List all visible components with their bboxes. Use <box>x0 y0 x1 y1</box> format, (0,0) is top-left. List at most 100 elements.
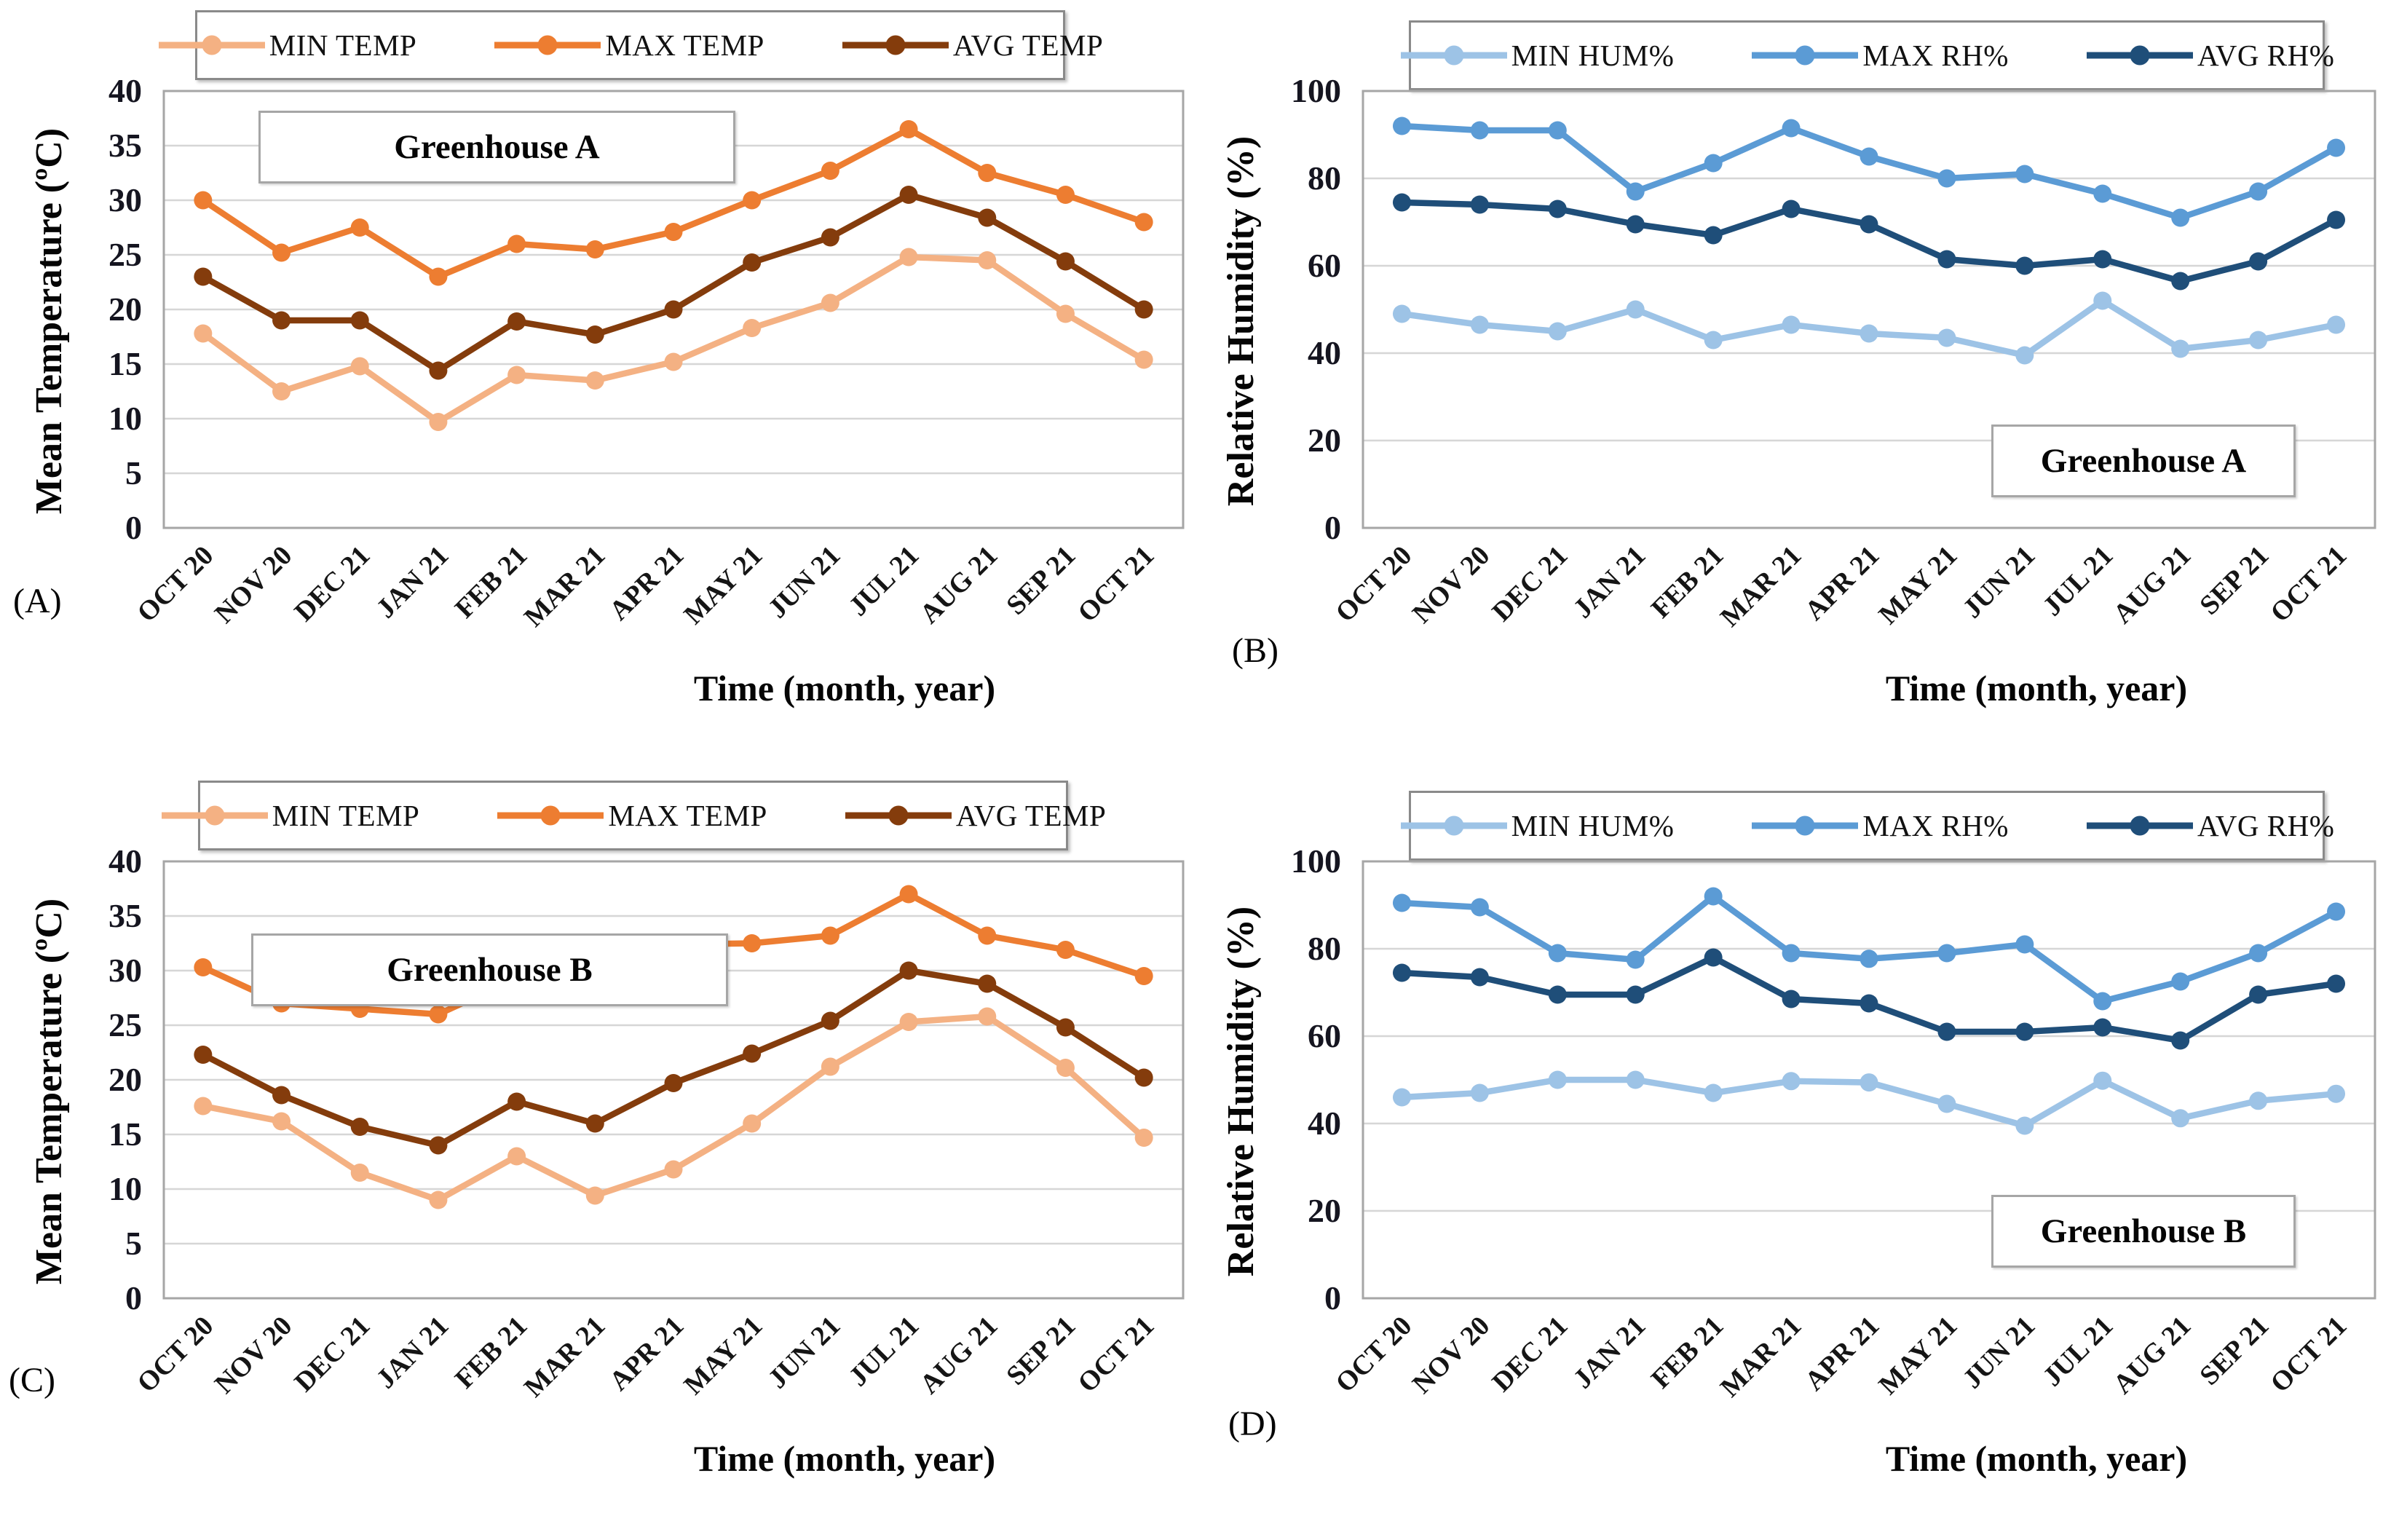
x-axis-title: Time (month, year) <box>1885 668 2188 708</box>
data-point-avg-temp <box>664 300 683 319</box>
data-point-max-temp <box>899 120 918 138</box>
data-point-avg-temp <box>585 1114 604 1133</box>
data-point-min-hum <box>1782 315 1801 334</box>
data-point-min-temp <box>272 1112 291 1131</box>
data-point-avg-temp <box>1134 300 1153 319</box>
data-point-min-hum <box>2093 291 2112 310</box>
data-point-min-temp <box>1056 1059 1075 1077</box>
data-point-avg-rh <box>1782 990 1801 1008</box>
y-tick-label: 15 <box>108 345 142 382</box>
legend: MIN HUM% MAX RH% AVG RH% <box>1400 791 2334 861</box>
data-point-avg-temp <box>899 961 918 980</box>
data-point-avg-temp <box>350 311 369 330</box>
data-point-avg-rh <box>1548 200 1567 218</box>
y-tick-label: 25 <box>108 236 142 273</box>
legend-line-marker-icon <box>161 805 268 826</box>
data-point-max-rh <box>1548 121 1567 140</box>
legend-label: MAX RH% <box>1862 39 2009 72</box>
legend-label: MAX TEMP <box>605 28 764 62</box>
data-point-min-hum <box>1548 1070 1567 1089</box>
y-tick-label: 35 <box>108 897 142 934</box>
series-line-avg-temp <box>199 191 1147 374</box>
data-point-min-hum <box>1782 1072 1801 1091</box>
data-point-min-hum <box>2093 1071 2112 1090</box>
legend-label: MAX TEMP <box>608 799 767 832</box>
y-tick-label: 10 <box>108 400 142 437</box>
data-point-min-temp <box>978 251 997 269</box>
data-point-min-hum <box>1626 300 1645 319</box>
data-point-avg-rh <box>2249 985 2268 1004</box>
data-point-min-hum <box>2327 315 2346 334</box>
data-point-min-hum <box>2249 331 2268 350</box>
data-point-min-temp <box>272 382 291 400</box>
data-point-avg-temp <box>272 311 291 330</box>
data-point-max-temp <box>978 926 997 945</box>
y-tick-label: 80 <box>1308 159 1341 197</box>
plot-border <box>1362 860 2376 1300</box>
legend-item-max-temp: MAX TEMP <box>493 28 764 63</box>
data-point-avg-temp <box>743 1044 762 1063</box>
data-point-max-rh <box>1392 117 1411 135</box>
data-point-min-hum <box>1937 328 1956 347</box>
y-tick-label: 0 <box>1324 509 1341 546</box>
plot-area <box>1362 90 2376 529</box>
y-tick-label: 5 <box>125 454 142 491</box>
data-point-min-temp <box>507 366 526 384</box>
panel-a-temperature-greenhouse-a: MIN TEMP MAX TEMP AVG TEMP Mean Temperatur… <box>0 0 1191 770</box>
data-point-min-hum <box>1470 315 1489 334</box>
y-tick-label: 80 <box>1308 930 1341 967</box>
data-point-max-temp <box>585 240 604 258</box>
data-point-min-hum <box>2171 1109 2190 1128</box>
legend-item-avg-temp: AVG TEMP <box>841 28 1103 63</box>
data-point-avg-rh <box>2093 1018 2112 1037</box>
data-point-min-hum <box>2015 346 2034 365</box>
y-tick-label: 30 <box>108 181 142 218</box>
data-point-max-temp <box>821 162 839 180</box>
data-point-min-hum <box>1860 1073 1878 1092</box>
legend-line-marker-icon <box>1752 816 1859 836</box>
data-point-min-temp <box>821 293 839 312</box>
data-point-max-temp <box>743 191 762 210</box>
data-point-avg-rh <box>1392 193 1411 212</box>
data-point-min-temp <box>664 352 683 371</box>
data-point-min-temp <box>429 413 448 431</box>
data-point-avg-rh <box>1860 994 1878 1013</box>
data-point-max-temp <box>350 218 369 237</box>
y-tick-label: 40 <box>108 842 142 880</box>
legend-label: MIN HUM% <box>1511 809 1675 842</box>
greenhouse-label: Greenhouse A <box>258 111 735 183</box>
legend-line-marker-icon <box>158 35 265 55</box>
data-point-max-rh <box>2327 138 2346 157</box>
legend-label: MIN TEMP <box>272 799 420 832</box>
data-point-max-temp <box>194 191 213 210</box>
panel-letter: (A) <box>13 582 62 620</box>
data-point-min-temp <box>664 1160 683 1179</box>
data-point-min-temp <box>743 319 762 337</box>
data-point-max-rh <box>1937 169 1956 188</box>
data-point-max-temp <box>194 958 213 976</box>
legend-line-marker-icon <box>1400 816 1507 836</box>
data-point-avg-temp <box>585 325 604 344</box>
legend-line-marker-icon <box>845 805 952 826</box>
data-point-avg-rh <box>1470 195 1489 214</box>
data-point-min-temp <box>350 1164 369 1182</box>
data-point-min-temp <box>1134 1129 1153 1147</box>
panel-letter: (C) <box>9 1361 55 1399</box>
y-tick-label: 10 <box>108 1170 142 1207</box>
y-tick-label: 20 <box>1308 422 1341 459</box>
legend-label: MIN TEMP <box>269 28 417 62</box>
panel-d-humidity-greenhouse-b: MIN HUM% MAX RH% AVG RH% Relative Humidity… <box>1192 770 2383 1540</box>
y-tick-label: 25 <box>108 1006 142 1043</box>
data-point-avg-rh <box>2171 272 2190 291</box>
legend-item-avg-rh: AVG RH% <box>2085 808 2334 843</box>
data-point-min-temp <box>585 371 604 390</box>
y-tick-label: 20 <box>108 1061 142 1098</box>
data-point-min-temp <box>350 357 369 376</box>
legend: MIN HUM% MAX RH% AVG RH% <box>1400 20 2334 90</box>
data-point-max-temp <box>272 243 291 262</box>
data-point-max-rh <box>1626 182 1645 201</box>
y-tick-label: 20 <box>1308 1192 1341 1229</box>
data-point-min-hum <box>1704 1083 1723 1102</box>
legend-label: MIN HUM% <box>1511 39 1675 72</box>
